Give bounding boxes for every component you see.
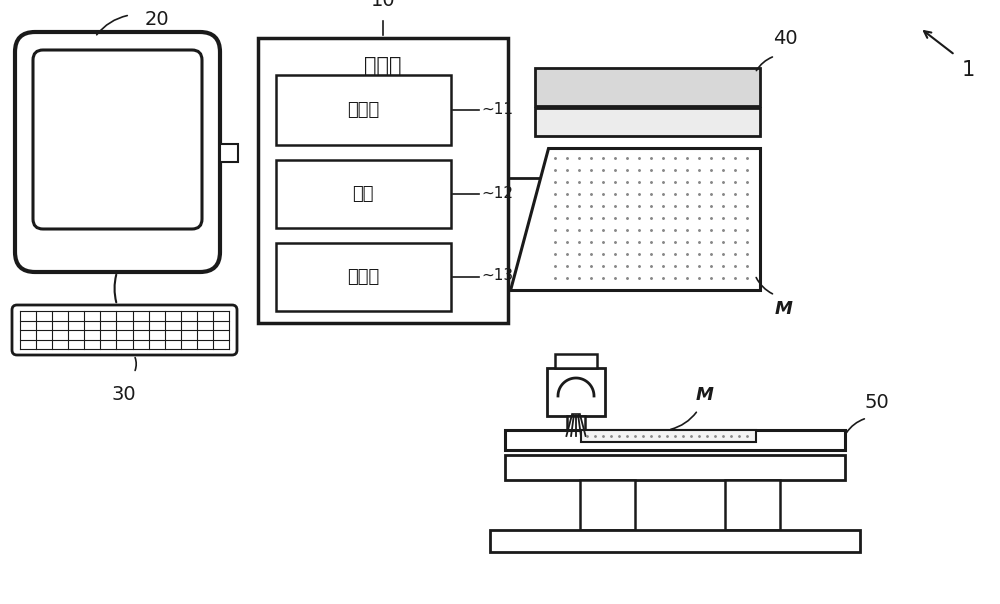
Bar xyxy=(505,455,845,480)
Bar xyxy=(581,430,756,442)
Bar xyxy=(547,368,605,416)
Text: 存储器: 存储器 xyxy=(347,268,379,286)
Bar xyxy=(535,68,760,106)
Bar xyxy=(535,108,760,136)
Text: 30: 30 xyxy=(112,385,136,404)
Text: 20: 20 xyxy=(145,10,170,29)
Bar xyxy=(567,416,585,430)
Text: 40: 40 xyxy=(773,29,798,48)
Text: ~12: ~12 xyxy=(481,185,513,201)
Text: ~13: ~13 xyxy=(481,269,513,283)
Bar xyxy=(725,480,780,530)
Text: 10: 10 xyxy=(371,0,395,10)
Bar xyxy=(505,430,845,450)
Bar xyxy=(258,38,508,323)
Text: 处理器: 处理器 xyxy=(347,101,379,119)
Bar xyxy=(276,75,451,145)
FancyBboxPatch shape xyxy=(15,32,220,272)
Bar xyxy=(490,530,860,552)
Bar xyxy=(555,354,597,368)
FancyBboxPatch shape xyxy=(12,305,237,355)
Bar xyxy=(276,243,451,311)
Text: M: M xyxy=(775,300,793,318)
Text: M: M xyxy=(696,386,714,404)
Polygon shape xyxy=(510,148,760,290)
Text: 计算机: 计算机 xyxy=(364,56,402,76)
Bar xyxy=(220,144,238,162)
Text: 50: 50 xyxy=(865,393,890,412)
Bar xyxy=(580,480,635,530)
Text: 1: 1 xyxy=(962,60,975,80)
FancyBboxPatch shape xyxy=(33,50,202,229)
Bar xyxy=(276,160,451,228)
Text: ~11: ~11 xyxy=(481,101,513,117)
Text: 内存: 内存 xyxy=(352,185,374,203)
